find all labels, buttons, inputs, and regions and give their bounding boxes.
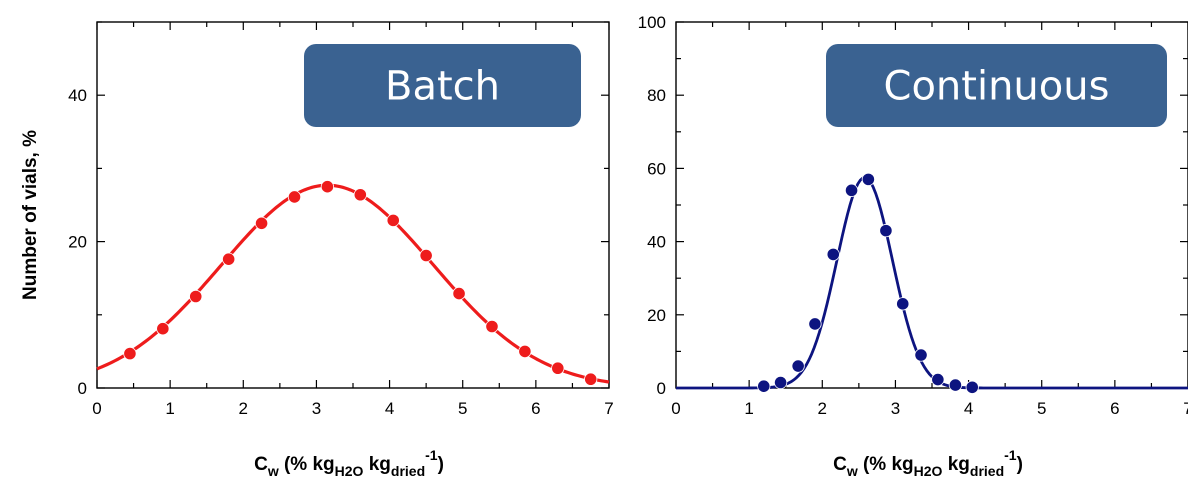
x-axis-title: Cw (% kgH2O kgdried-1) <box>254 447 444 479</box>
x-tick-label: 2 <box>818 399 827 418</box>
data-point <box>123 346 137 361</box>
data-point <box>287 190 302 204</box>
data-point <box>914 348 928 362</box>
x-axis-title-part: w <box>267 463 279 479</box>
data-point <box>931 372 945 387</box>
data-point <box>965 380 979 394</box>
x-axis-title-part: C <box>833 454 847 475</box>
fit-curve <box>676 176 1188 390</box>
y-tick-label: 60 <box>647 159 666 178</box>
x-axis-title-part: w <box>846 463 858 479</box>
data-point <box>861 172 875 186</box>
x-tick-label: 4 <box>385 399 394 418</box>
x-axis-title-part: kg <box>942 454 969 475</box>
data-point <box>773 375 788 390</box>
x-axis-title-part: kg <box>363 454 390 475</box>
x-tick-label: 1 <box>744 399 753 418</box>
data-point <box>189 289 203 304</box>
badge-label: Continuous <box>884 64 1110 110</box>
x-tick-label: 7 <box>604 399 613 418</box>
x-tick-label: 0 <box>671 399 680 418</box>
data-point <box>386 213 400 227</box>
x-axis-title-part: dried <box>391 463 425 479</box>
x-axis-title-part: ) <box>438 454 444 475</box>
data-point <box>156 322 170 336</box>
x-axis-title-part: (% kg <box>858 454 914 475</box>
y-tick-label: 40 <box>647 233 666 252</box>
data-point <box>353 188 367 202</box>
x-tick-label: 1 <box>165 399 174 418</box>
x-axis-title-part: (% kg <box>279 454 335 475</box>
x-axis-title-part: C <box>254 454 268 475</box>
x-tick-label: 6 <box>531 399 540 418</box>
x-tick-label: 6 <box>1110 399 1119 418</box>
x-axis-title-part: -1 <box>1004 447 1017 463</box>
chart-panel-2: 0 1 2 3 4 5 6 7 0 20 40 60 80 100 Cw (% kgH2O kgdried-… <box>638 13 1188 479</box>
x-axis-title-part: H2O <box>335 463 364 479</box>
y-tick-label: 20 <box>68 233 87 252</box>
data-point <box>948 378 963 392</box>
x-axis-title-part: dried <box>970 463 1004 479</box>
x-axis-title-part: -1 <box>425 447 438 463</box>
y-axis-title: Number of vials, % <box>20 130 41 300</box>
data-point <box>551 361 565 375</box>
x-axis-title-part: ) <box>1017 454 1023 475</box>
y-tick-label: 0 <box>657 379 666 398</box>
data-point <box>826 247 840 262</box>
data-point <box>518 344 532 358</box>
x-tick-label: 2 <box>239 399 248 418</box>
fit-curve <box>96 183 610 384</box>
badge <box>304 44 581 127</box>
data-point <box>452 286 466 301</box>
y-tick-label: 100 <box>638 13 666 32</box>
x-tick-label: 7 <box>1183 399 1188 418</box>
x-tick-label: 5 <box>458 399 467 418</box>
data-point <box>222 252 236 266</box>
data-point <box>896 297 910 311</box>
y-tick-label: 20 <box>647 306 666 325</box>
data-point <box>808 317 822 331</box>
data-point <box>254 216 269 230</box>
data-point <box>879 224 893 238</box>
y-tick-label: 0 <box>78 379 87 398</box>
y-tick-label: 40 <box>68 86 87 105</box>
data-point <box>584 372 598 386</box>
y-tick-label: 80 <box>647 86 666 105</box>
x-tick-label: 3 <box>312 399 321 418</box>
x-tick-label: 5 <box>1037 399 1046 418</box>
data-point <box>757 379 771 393</box>
x-axis-title: Cw (% kgH2O kgdried-1) <box>833 447 1023 479</box>
chart-panel-1: 0 1 2 3 4 5 6 7 0 20 40 Cw (% kgH2O kgdried-1) Numbe… <box>20 21 614 479</box>
x-axis-title-part: H2O <box>914 463 943 479</box>
x-tick-label: 0 <box>92 399 101 418</box>
data-point <box>485 319 499 334</box>
badge <box>826 44 1167 127</box>
badge-label: Batch <box>385 64 500 110</box>
data-point <box>419 248 433 263</box>
x-tick-label: 3 <box>891 399 900 418</box>
data-point <box>791 359 805 373</box>
data-point <box>320 180 334 194</box>
data-point <box>844 183 859 197</box>
x-tick-label: 4 <box>964 399 973 418</box>
